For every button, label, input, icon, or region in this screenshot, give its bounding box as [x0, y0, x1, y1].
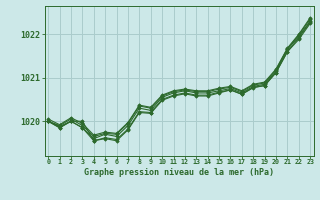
X-axis label: Graphe pression niveau de la mer (hPa): Graphe pression niveau de la mer (hPa) — [84, 168, 274, 177]
